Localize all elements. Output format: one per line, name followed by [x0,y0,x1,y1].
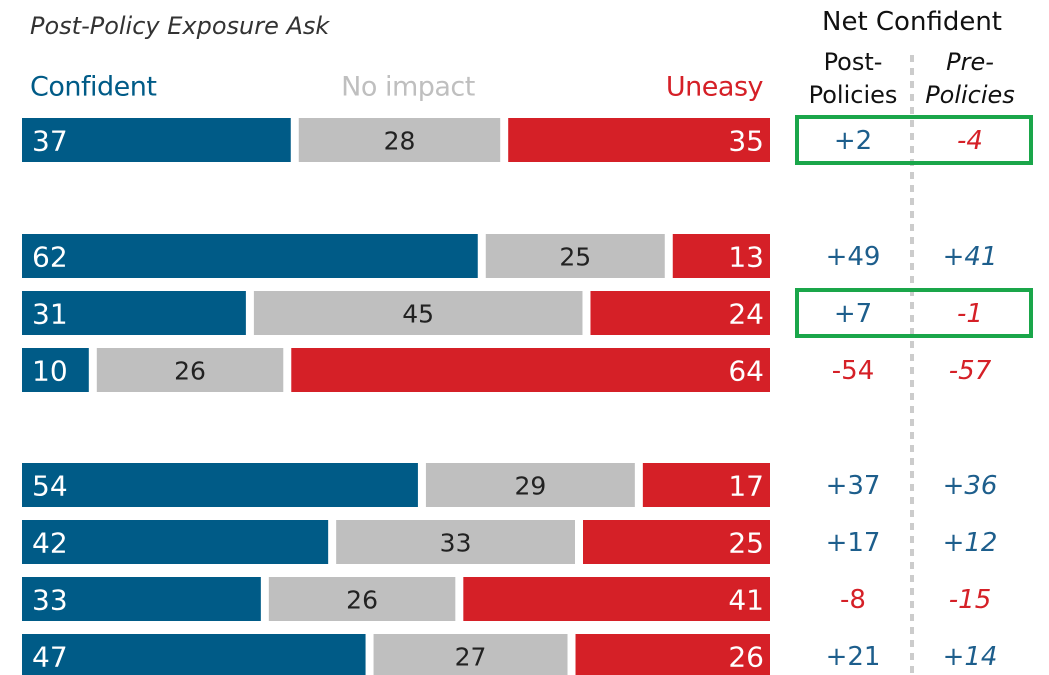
bar-segment [22,118,291,162]
data-label: 64 [728,355,764,388]
net-column-header: Pre- [946,48,994,76]
data-label: 35 [728,125,764,158]
bar-segment [583,520,770,564]
data-label: 25 [559,243,591,272]
data-label: 54 [32,470,68,503]
highlight-box [795,115,1033,165]
data-label: 33 [440,529,472,558]
bar-segment [22,348,89,392]
legend-label: Uneasy [666,72,764,103]
legend-label: No impact [341,72,475,103]
data-label: 31 [32,298,68,331]
data-label: 29 [514,472,546,501]
net-column-header: Policies [809,81,898,109]
data-label: 10 [32,355,68,388]
subtitle: Post-Policy Exposure Ask [30,12,330,40]
data-label: 17 [728,470,764,503]
net-value: +12 [943,528,998,558]
net-value: +2 [834,126,872,156]
bar-segment [291,348,770,392]
bar-segment [590,291,770,335]
bar-segment [298,118,501,162]
bar-segment [22,634,366,675]
legend-label: Confident [30,72,156,103]
bar-segment [253,291,583,335]
data-label: 47 [32,641,68,674]
bar-segment [336,520,575,564]
bar-segment [485,234,665,278]
data-label: 28 [384,127,416,156]
data-label: 13 [728,241,764,274]
bar-segment [463,577,770,621]
bar-segment [22,291,246,335]
net-value: +14 [943,642,998,672]
net-value: +17 [826,528,881,558]
data-label: 45 [402,300,434,329]
net-value: -4 [957,126,983,156]
data-label: 37 [32,125,68,158]
bar-segment [373,634,568,675]
data-label: 24 [728,298,764,331]
data-label: 62 [32,241,68,274]
net-value: -1 [957,299,983,329]
net-value: +7 [834,299,872,329]
data-label: 33 [32,584,68,617]
data-label: 25 [728,527,764,560]
data-label: 26 [728,641,764,674]
highlight-box [795,288,1033,338]
bar-segment [575,634,770,675]
bar-segment [96,348,284,392]
net-title: Net Confident [822,7,1002,37]
net-value: -8 [840,585,866,615]
net-column-header: Post- [824,48,883,76]
data-label: 26 [174,357,206,386]
net-value: -54 [832,356,874,386]
net-value: +41 [943,242,998,272]
bar-segment [22,577,261,621]
data-label: 26 [346,586,378,615]
bar-segment [22,463,418,507]
net-column-header: Policies [925,81,1015,109]
bar-segment [508,118,770,162]
net-value: -15 [949,585,991,615]
net-value: +49 [826,242,881,272]
data-label: 27 [455,643,487,672]
bar-segment [672,234,770,278]
bar-segment [22,234,478,278]
bar-segment [268,577,456,621]
bar-segment [425,463,635,507]
net-value: +36 [943,471,998,501]
data-label: 41 [728,584,764,617]
bar-segment [22,520,329,564]
net-value: +37 [826,471,881,501]
bar-segment [642,463,770,507]
data-label: 42 [32,527,68,560]
net-value: +21 [826,642,881,672]
net-value: -57 [949,356,992,386]
